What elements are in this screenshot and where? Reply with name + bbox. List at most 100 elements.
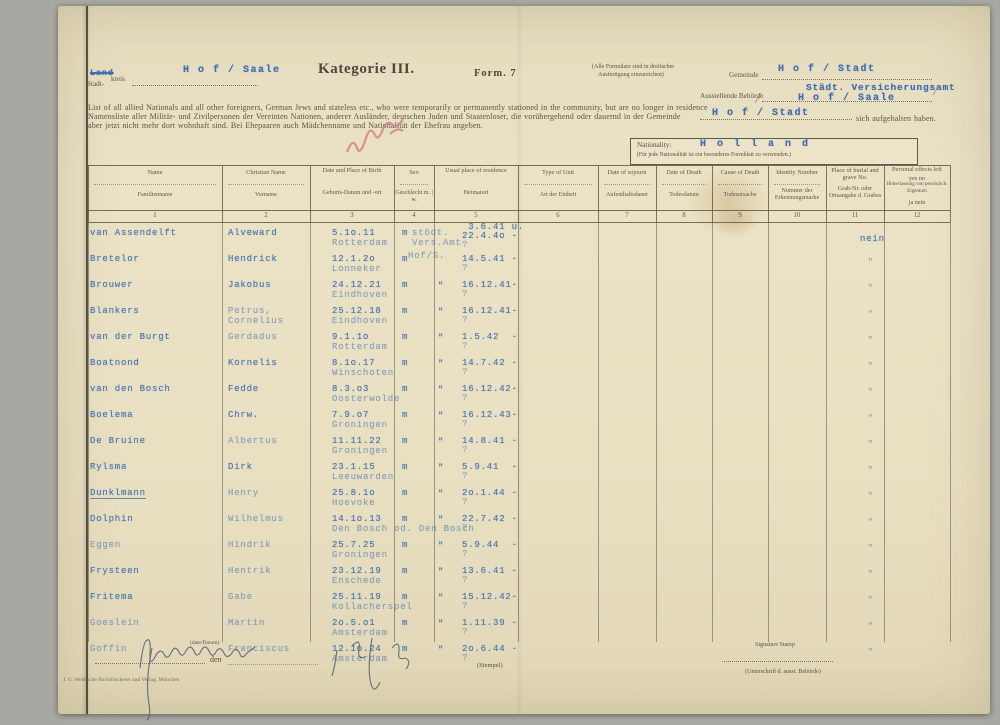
intro-tail: sich aufgehalten haben. bbox=[856, 114, 936, 123]
col-header-de: Geburts-Datum und -ort bbox=[322, 190, 382, 196]
row-vorname: Chrw. bbox=[228, 410, 260, 420]
row-sex: m bbox=[402, 514, 409, 524]
col-header-num: 2 bbox=[264, 212, 268, 219]
row-sojourn: 22.4.4o - bbox=[462, 231, 518, 241]
col-header-num: 9 bbox=[738, 212, 742, 219]
grid-vline bbox=[656, 222, 657, 642]
row-sojourn: ? bbox=[462, 627, 469, 637]
col-header-num: 1 bbox=[153, 212, 157, 219]
row-sex: m bbox=[402, 332, 409, 342]
row-vorname: Albertus bbox=[228, 436, 278, 446]
effects-ditto: " bbox=[868, 622, 874, 631]
row-name: Dolphin bbox=[90, 514, 134, 524]
printer-imprint: J. G. Weiß'sche Buchdruckerei und Verlag… bbox=[63, 677, 180, 683]
date-datum-label: (date/Datum) bbox=[190, 640, 220, 646]
effects-ditto: " bbox=[868, 648, 874, 657]
row-name: van den Bosch bbox=[90, 384, 171, 394]
row-sojourn: ? bbox=[462, 419, 469, 429]
row-birth-date: 25.7.25 bbox=[332, 540, 376, 550]
row-sojourn: 3.6.41 u. bbox=[462, 222, 525, 232]
row-birth-place: Winschoten bbox=[332, 368, 395, 378]
row-birth-date: 7.9.o7 bbox=[332, 410, 370, 420]
grid-vline bbox=[768, 222, 769, 642]
col-header-en: Date of sojourn bbox=[607, 169, 647, 176]
row-birth-date: 9.1.1o bbox=[332, 332, 370, 342]
row-sojourn: 14.8.41 - bbox=[462, 436, 518, 446]
row-vorname: Dirk bbox=[228, 462, 253, 472]
grid-vline bbox=[310, 165, 311, 222]
row-sojourn: 2o.6.44 - bbox=[462, 644, 518, 654]
col-header-en: Name bbox=[147, 169, 163, 176]
row-birth-place: Hoevoke bbox=[332, 498, 376, 508]
center-crease bbox=[516, 6, 523, 714]
row-birth-place: Rotterdam bbox=[332, 342, 388, 352]
col-header-dotted-rule bbox=[604, 184, 650, 185]
intro-dotted-line bbox=[700, 119, 852, 120]
row-vorname: Fedde bbox=[228, 384, 260, 394]
row-sex: m bbox=[402, 462, 409, 472]
row-effects: nein bbox=[860, 234, 885, 244]
row-sojourn: 15.12.42- bbox=[462, 592, 518, 602]
unit-ditto: " bbox=[438, 619, 445, 629]
row-sojourn: 1.11.39 - bbox=[462, 618, 518, 628]
grid-vline bbox=[394, 165, 395, 222]
row-sojourn: ? bbox=[462, 263, 469, 273]
row-sojourn: ? bbox=[462, 549, 469, 559]
row-sex: m bbox=[402, 566, 409, 576]
row-vorname: Kornelis bbox=[228, 358, 278, 368]
row-sojourn: 5.9.41 - bbox=[462, 462, 518, 472]
behoerde-dotted-line bbox=[762, 101, 932, 102]
effects-ditto: " bbox=[868, 258, 874, 267]
row-birth-place: Lonneker bbox=[332, 264, 382, 274]
row-name: Rylsma bbox=[90, 462, 128, 472]
col-header-dotted-rule bbox=[524, 184, 592, 185]
unit-ditto: " bbox=[438, 645, 445, 655]
grid-vline bbox=[656, 165, 657, 222]
row-birth-date: 8.1o.17 bbox=[332, 358, 376, 368]
col-header-de: Todesdatum bbox=[669, 192, 699, 198]
row-sojourn: ? bbox=[462, 289, 469, 299]
row-birth-date: 24.12.21 bbox=[332, 280, 382, 290]
nationality-box bbox=[630, 138, 918, 165]
binding-fold-line bbox=[86, 6, 88, 714]
intro-gemeinde-stamp: H o f / Stadt bbox=[712, 108, 810, 119]
row-sojourn: ? bbox=[462, 367, 469, 377]
region-value-stamp: H o f / Saale bbox=[183, 65, 281, 76]
row-birth-place: Eindhoven bbox=[332, 316, 388, 326]
grid-vline bbox=[950, 165, 951, 222]
row-sex: m bbox=[402, 228, 409, 238]
row-birth-date: 8.3.o3 bbox=[332, 384, 370, 394]
nationality-label: Nationality: bbox=[637, 141, 672, 149]
row-birth-date: 5.1o.11 bbox=[332, 228, 376, 238]
row-unit: Hof/S. bbox=[408, 251, 446, 261]
stempel-label: (Stempel) bbox=[477, 662, 503, 669]
row-name: Goffin bbox=[90, 644, 128, 654]
unit-ditto: " bbox=[438, 333, 445, 343]
effects-ditto: " bbox=[868, 466, 874, 475]
grid-vline bbox=[88, 165, 89, 222]
row-sojourn: ? bbox=[462, 393, 469, 403]
nationality-value-stamp: H o l l a n d bbox=[700, 139, 811, 150]
col-header-de: Vorname bbox=[255, 192, 277, 198]
unit-ditto: " bbox=[438, 385, 445, 395]
row-birth-date: 25.8.1o bbox=[332, 488, 376, 498]
col-header-num: 11 bbox=[851, 212, 859, 219]
row-sex: m bbox=[402, 254, 409, 264]
row-vorname: Petrus, bbox=[228, 306, 272, 316]
col-header-en: Date of Death bbox=[666, 169, 702, 176]
effects-ditto: " bbox=[868, 440, 874, 449]
row-vorname: Cornelius bbox=[228, 316, 284, 326]
row-name: Dunklmann bbox=[90, 488, 146, 499]
row-birth-date: 12.1.2o bbox=[332, 254, 376, 264]
gemeinde-label: Gemeinde bbox=[729, 71, 759, 79]
unit-ditto: " bbox=[438, 489, 445, 499]
effects-ditto: " bbox=[868, 362, 874, 371]
row-birth-place: Groningen bbox=[332, 446, 388, 456]
region-label-stadt: Stadt- bbox=[87, 80, 105, 88]
row-sojourn: 1.5.42 - bbox=[462, 332, 518, 342]
row-sojourn: 16.12.41- bbox=[462, 306, 518, 316]
behoerde-label: Ausstellende Behörde bbox=[700, 92, 764, 100]
row-sojourn: ? bbox=[462, 315, 469, 325]
region-type-struck-label: Land bbox=[90, 68, 114, 78]
row-sojourn: 16.12.43- bbox=[462, 410, 518, 420]
